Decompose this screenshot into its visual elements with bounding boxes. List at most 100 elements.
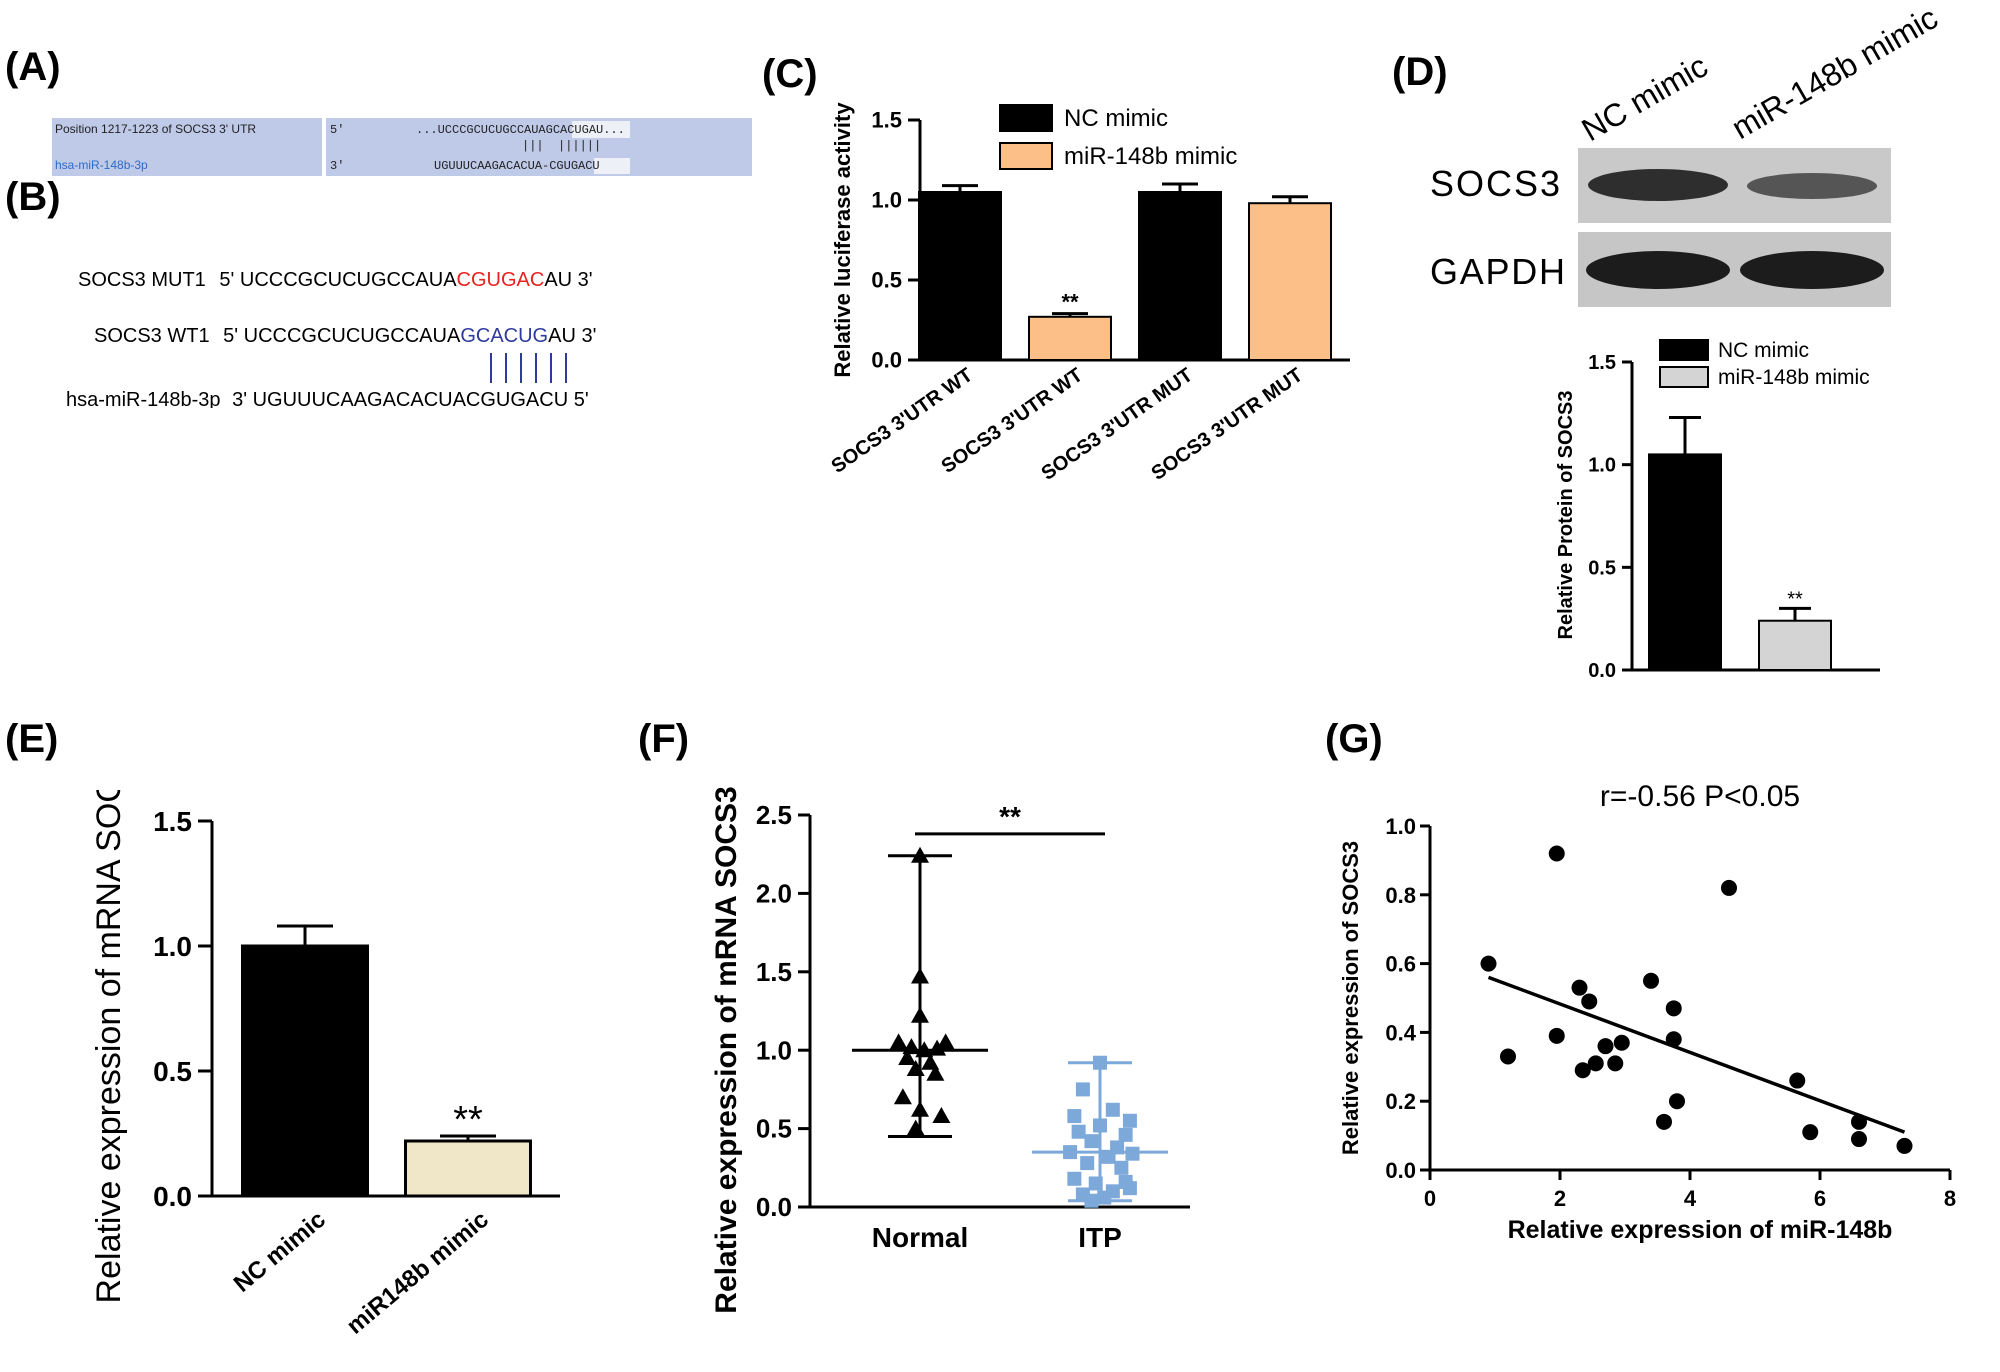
panel-a-row1-strand: 5' xyxy=(330,123,344,137)
chart-f-x-tick-label: Normal xyxy=(872,1222,968,1253)
chart-g-x-tick-label: 0 xyxy=(1424,1186,1436,1211)
chart-f-significance: ** xyxy=(999,801,1021,832)
chart-g-point xyxy=(1500,1048,1516,1065)
chart-g-point xyxy=(1665,1000,1682,1017)
chart-f-mrna-scatter: 0.0 0.5 1.0 1.5 2.0 2.5 Normal ITP ** Relative ex… xyxy=(710,786,1190,1314)
panel-a-row2-strand: 3' xyxy=(330,159,344,173)
chart-f-y-tick-label: 0.0 xyxy=(756,1192,792,1222)
chart-f-point-itp xyxy=(1075,1082,1090,1097)
panel-b-wt-post: AU 3' xyxy=(548,325,596,347)
chart-g-title: r=-0.56 P<0.05 xyxy=(1600,780,1800,813)
panel-label-g: (G) xyxy=(1325,717,1383,761)
chart-g-point xyxy=(1548,1027,1565,1044)
chart-f-x-tick-label: ITP xyxy=(1078,1222,1122,1253)
panel-b-mut-line: SOCS3 MUT1 5' UCCCGCUCUGCCAUACGUGACAU 3' xyxy=(78,269,593,291)
chart-f-point-normal xyxy=(898,1049,917,1066)
chart-f-point-itp xyxy=(1118,1127,1133,1142)
chart-g-point xyxy=(1721,879,1737,896)
chart-f-point-itp xyxy=(1084,1193,1099,1208)
chart-g-x-tick-label: 8 xyxy=(1944,1186,1956,1211)
chart-g-point xyxy=(1802,1124,1819,1141)
chart-f-point-normal xyxy=(911,967,929,984)
panel-a-row1-seq: ...UCCCGCUCUGCCAUAGCACUGAU... xyxy=(416,123,625,137)
chart-f-point-itp xyxy=(1122,1113,1137,1128)
panel-a-alignment: Position 1217-1223 of SOCS3 3' UTR 5' ..… xyxy=(52,118,752,176)
panel-b-mir-seq: 3' UGUUUCAAGACACUACGUGACU 5' xyxy=(232,389,589,408)
blot-gapdh-band-nc xyxy=(1586,251,1730,289)
chart-e-bar xyxy=(241,944,369,1198)
chart-f-y-tick-label: 2.5 xyxy=(756,800,792,830)
chart-f-point-itp xyxy=(1084,1134,1099,1149)
chart-c-y-tick-label: 0.5 xyxy=(871,268,902,293)
chart-f-point-itp xyxy=(1088,1176,1103,1191)
chart-f-point-normal xyxy=(936,1033,955,1050)
chart-g-point xyxy=(1571,979,1588,996)
panel-b-sequences: SOCS3 MUT1 5' UCCCGCUCUGCCAUACGUGACAU 3'… xyxy=(66,269,596,408)
chart-f-point-itp xyxy=(1125,1146,1140,1161)
panel-b-mut-post: AU 3' xyxy=(544,269,592,291)
blot-row-socs3: SOCS3 xyxy=(1430,163,1560,204)
panel-b-wt-pre: 5' UCCCGCUCUGCCAUA xyxy=(223,325,461,347)
chart-f-point-itp xyxy=(1105,1102,1120,1117)
chart-g-y-tick-label: 0.4 xyxy=(1385,1020,1416,1045)
chart-g-point xyxy=(1851,1131,1867,1148)
chart-f-point-normal xyxy=(906,1119,925,1136)
chart-c-y-tick-label: 1.0 xyxy=(871,188,902,213)
chart-g-x-tick-label: 6 xyxy=(1814,1186,1826,1211)
chart-g-point xyxy=(1669,1093,1685,1110)
chart-f-point-normal xyxy=(893,1088,912,1105)
chart-g-point xyxy=(1851,1113,1867,1130)
blot-lane-label-nc: NC mimic xyxy=(1576,48,1714,148)
panel-a-row2-seq: UGUUUCAAGACACUA-CGUGACU xyxy=(434,159,600,173)
chart-f-point-itp xyxy=(1093,1055,1107,1070)
chart-d-legend-label: NC mimic xyxy=(1718,339,1809,362)
chart-e-significance: ** xyxy=(453,1099,483,1141)
chart-f-point-normal xyxy=(911,846,929,863)
panel-label-a: (A) xyxy=(5,45,61,89)
chart-f-point-itp xyxy=(1071,1124,1086,1139)
chart-c-bar xyxy=(1138,191,1222,361)
chart-g-point xyxy=(1574,1062,1591,1079)
chart-e-bar xyxy=(404,1139,532,1198)
panel-b-wt-name: SOCS3 WT1 xyxy=(94,325,210,347)
chart-g-point xyxy=(1581,993,1598,1010)
chart-g-point xyxy=(1548,845,1565,862)
chart-g-point xyxy=(1597,1038,1614,1055)
chart-g-point xyxy=(1896,1137,1913,1154)
panel-b-mir-name: hsa-miR-148b-3p xyxy=(66,389,221,408)
blot-socs3-band-mir xyxy=(1747,173,1877,199)
blot-row-gapdh: GAPDH xyxy=(1430,251,1565,292)
chart-e-y-label: Relative expression of mRNA SOCS3 xyxy=(90,790,128,1303)
chart-c-y-tick-label: 1.5 xyxy=(871,108,902,133)
chart-f-point-normal xyxy=(911,1100,929,1117)
chart-c-bar xyxy=(918,191,1002,361)
chart-e-x-tick-label: NC mimic xyxy=(229,1206,331,1298)
chart-g-point xyxy=(1613,1034,1630,1051)
panel-label-b: (B) xyxy=(5,175,61,219)
panel-label-c: (C) xyxy=(762,52,818,96)
chart-c-y-label: Relative luciferase activity xyxy=(830,102,855,378)
chart-f-point-normal xyxy=(932,1107,951,1124)
chart-d-significance: ** xyxy=(1787,588,1803,610)
chart-d-bar xyxy=(1758,619,1832,671)
chart-g-y-tick-label: 0.2 xyxy=(1385,1089,1416,1114)
chart-c-legend-swatch xyxy=(999,142,1053,170)
chart-g-point xyxy=(1643,972,1659,989)
chart-c-y-tick-label: 0.0 xyxy=(871,348,902,373)
panel-label-f: (F) xyxy=(638,717,690,761)
chart-e-mrna: 0.0 0.5 1.0 1.5 NC mimic ** miR148b mimic Relat… xyxy=(90,790,560,1340)
panel-b-mut-site: CGUGAC xyxy=(457,269,545,291)
chart-f-point-itp xyxy=(1067,1109,1082,1124)
chart-g-point xyxy=(1607,1055,1624,1072)
chart-e-y-tick-label: 0.5 xyxy=(153,1056,192,1087)
chart-e-x-tick-label: miR148b mimic xyxy=(342,1206,494,1340)
chart-e-y-tick-label: 1.0 xyxy=(153,931,192,962)
chart-d-legend-label: miR-148b mimic xyxy=(1718,366,1870,389)
chart-g-x-label: Relative expression of miR-148b xyxy=(1508,1216,1893,1244)
panel-b-mut-pre: 5' UCCCGCUCUGCCAUA xyxy=(219,269,457,291)
chart-d-bar xyxy=(1648,453,1722,672)
panel-b-wt-site: GCACUG xyxy=(460,325,548,347)
chart-f-point-normal xyxy=(921,1053,940,1070)
chart-f-point-normal xyxy=(906,1060,925,1077)
